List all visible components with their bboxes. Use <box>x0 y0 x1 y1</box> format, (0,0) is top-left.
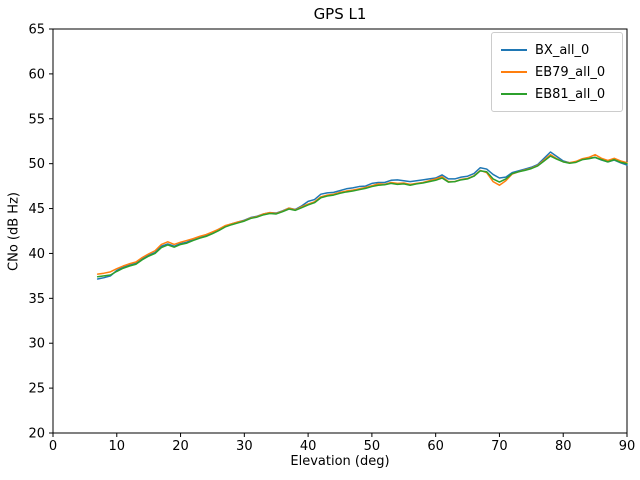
y-tick-label: 35 <box>28 292 45 307</box>
x-tick-label: 90 <box>619 439 636 454</box>
x-tick-label: 70 <box>491 439 508 454</box>
x-tick-label: 50 <box>364 439 381 454</box>
legend-item-label: EB81_all_0 <box>535 86 606 102</box>
legend-line-swatch <box>501 93 527 95</box>
y-tick-label: 45 <box>28 202 45 217</box>
y-tick-label: 30 <box>28 337 45 352</box>
x-tick-label: 80 <box>555 439 572 454</box>
x-tick-label: 0 <box>49 439 57 454</box>
legend-line-swatch <box>501 71 527 73</box>
y-tick-label: 20 <box>28 427 45 442</box>
y-tick-label: 50 <box>28 157 45 172</box>
x-tick-label: 20 <box>172 439 189 454</box>
legend: BX_all_0 EB79_all_0 EB81_all_0 <box>491 32 623 112</box>
legend-item: EB81_all_0 <box>501 83 613 105</box>
x-tick-label: 60 <box>427 439 444 454</box>
legend-item: EB79_all_0 <box>501 61 613 83</box>
legend-item-label: EB79_all_0 <box>535 64 606 80</box>
series-line-BX_all_0 <box>96 151 628 280</box>
chart-title: GPS L1 <box>313 5 367 23</box>
y-tick-label: 65 <box>28 23 45 38</box>
x-tick-label: 30 <box>236 439 253 454</box>
x-axis-label: Elevation (deg) <box>290 454 390 469</box>
legend-item: BX_all_0 <box>501 39 613 61</box>
legend-line-swatch <box>501 49 527 51</box>
axes-spines <box>52 28 628 434</box>
y-axis-label: CNo (dB Hz) <box>6 192 22 271</box>
series-line-EB79_all_0 <box>96 153 628 275</box>
x-tick-label: 40 <box>300 439 317 454</box>
y-tick-label: 55 <box>28 112 45 127</box>
y-tick-label: 25 <box>28 382 45 397</box>
y-tick-label: 40 <box>28 247 45 262</box>
series-line-EB81_all_0 <box>96 155 628 278</box>
x-tick-label: 10 <box>109 439 126 454</box>
legend-item-label: BX_all_0 <box>535 42 590 58</box>
y-tick-label: 60 <box>28 67 45 82</box>
